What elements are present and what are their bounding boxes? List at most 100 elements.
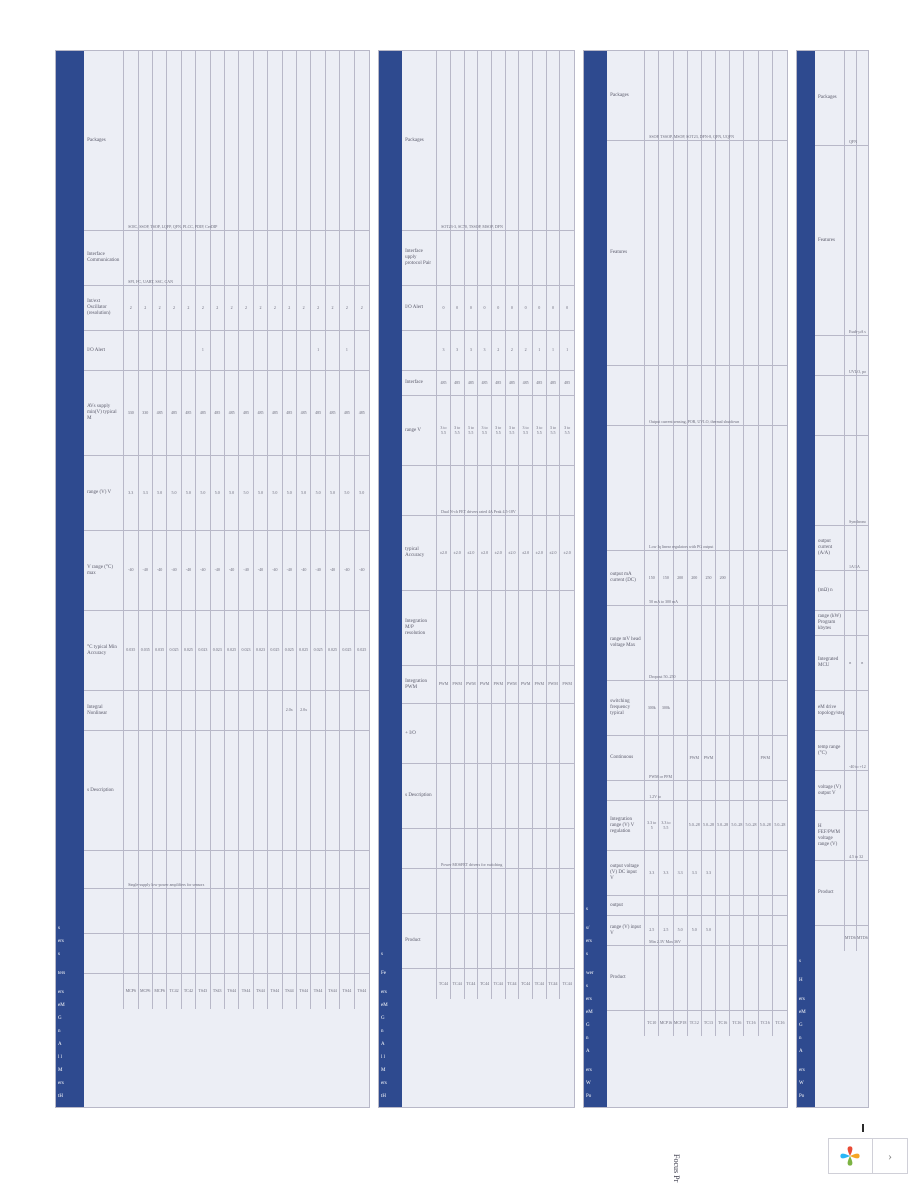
row-span-text: Power MOSFET drivers for switching bbox=[441, 862, 572, 867]
grid-cell: 3 to 5.5 bbox=[533, 396, 547, 465]
grid-cell: 200 bbox=[716, 551, 730, 605]
row-label: typical Accuracy bbox=[402, 516, 437, 590]
row-cells bbox=[645, 366, 787, 425]
grid-cell: 485 bbox=[311, 371, 325, 455]
grid-cell: 0.025 bbox=[283, 611, 297, 690]
grid-cell bbox=[857, 691, 869, 730]
grid-cell bbox=[845, 771, 857, 810]
grid-cell: ±2.0 bbox=[560, 516, 574, 590]
grid-cell bbox=[702, 426, 716, 550]
grid-cell bbox=[268, 731, 282, 850]
row-span-text: Single-supply low-power amplifiers for s… bbox=[128, 882, 367, 887]
grid-cell: 2 bbox=[182, 286, 196, 330]
grid-cell bbox=[759, 606, 773, 680]
grid-row: range (kW) Program kbytes bbox=[815, 611, 868, 636]
grid-cell bbox=[182, 691, 196, 730]
grid-cell: 0.025 bbox=[355, 611, 369, 690]
grid-cell: 485 bbox=[340, 371, 354, 455]
grid-cell bbox=[744, 736, 758, 780]
grid-cell bbox=[773, 946, 787, 1010]
grid-cell: 0 bbox=[519, 286, 533, 330]
grid-cell bbox=[326, 889, 340, 933]
grid-cell bbox=[283, 231, 297, 285]
grid-cell bbox=[211, 934, 225, 973]
grid-cell bbox=[167, 51, 181, 230]
sidebar-label: s bbox=[58, 951, 82, 958]
row-label bbox=[815, 436, 845, 525]
grid-cell bbox=[716, 736, 730, 780]
grid-cell bbox=[730, 426, 744, 550]
grid-cell: PWM bbox=[560, 666, 574, 703]
grid-cell bbox=[196, 934, 210, 973]
grid-cell bbox=[478, 764, 492, 828]
grid-cell bbox=[560, 704, 574, 763]
sidebar-label: tH bbox=[58, 1093, 82, 1100]
grid-cell bbox=[730, 736, 744, 780]
grid-cell: 1 bbox=[340, 331, 354, 370]
grid-cell bbox=[674, 736, 688, 780]
row-label: I/O Alert bbox=[84, 331, 124, 370]
grid-cell bbox=[311, 731, 325, 850]
grid-cell bbox=[759, 366, 773, 425]
pinwheel-icon bbox=[829, 1144, 872, 1168]
grid-row: switching frequency typical300k300k bbox=[607, 681, 787, 736]
grid-cell bbox=[744, 851, 758, 895]
grid-cell: 2 bbox=[506, 331, 520, 370]
grid-cell bbox=[730, 141, 744, 365]
row-cells bbox=[845, 771, 868, 810]
grid-cell bbox=[744, 426, 758, 550]
grid-row: Integrated MCUnn bbox=[815, 636, 868, 691]
grid-row: range V3 to 5.53 to 5.53 to 5.53 to 5.53… bbox=[402, 396, 574, 466]
row-cells: 3 to 5.53 to 5.53 to 5.53 to 5.53 to 5.5… bbox=[437, 396, 574, 465]
grid-cell bbox=[659, 51, 673, 140]
chevron-right-icon[interactable]: › bbox=[872, 1139, 907, 1173]
grid-cell bbox=[744, 896, 758, 915]
grid-cell: 5.0–28 bbox=[773, 801, 787, 850]
grid-row: Synchronous MOSFET drivers bbox=[815, 436, 868, 526]
grid-cell bbox=[547, 869, 561, 913]
grid-row: Features bbox=[607, 141, 787, 366]
sidebar-label: n bbox=[799, 1035, 813, 1042]
panel-grid: PackagesSSOP, TSSOP, MSOP, SOT23, DFN-8,… bbox=[607, 51, 787, 1107]
grid-cell bbox=[645, 426, 659, 550]
grid-cell: TS43 bbox=[196, 974, 210, 1009]
row-cells: ±2.0±2.0±2.0±2.0±2.0±2.0±2.0±2.0±2.0±2.0 bbox=[437, 516, 574, 590]
grid-cell: 5.0–28 bbox=[688, 801, 702, 850]
row-label: Packages bbox=[84, 51, 124, 230]
grid-cell: -40 bbox=[153, 531, 167, 610]
grid-cell: 2 bbox=[326, 286, 340, 330]
grid-cell bbox=[506, 591, 520, 665]
grid-cell: 200 bbox=[674, 551, 688, 605]
grid-cell: 2 bbox=[519, 331, 533, 370]
sidebar-label: ers bbox=[799, 1067, 813, 1074]
grid-cell bbox=[492, 869, 506, 913]
grid-row: °C typical Min Accuracy0.0350.0350.0350.… bbox=[84, 611, 369, 691]
grid-cell bbox=[857, 861, 869, 925]
grid-cell: -40 bbox=[283, 531, 297, 610]
grid-cell: PWM bbox=[519, 666, 533, 703]
grid-cell bbox=[716, 896, 730, 915]
grid-cell: TC42 bbox=[167, 974, 181, 1009]
grid-cell bbox=[268, 331, 282, 370]
row-label: range mV head voltage Max bbox=[607, 606, 645, 680]
grid-cell bbox=[437, 591, 451, 665]
grid-cell: TS44 bbox=[355, 974, 369, 1009]
grid-row: Product bbox=[815, 861, 868, 926]
grid-cell bbox=[437, 764, 451, 828]
grid-cell bbox=[688, 781, 702, 800]
row-cells: MCP6MCP6MCP6TC42TC42TS43TS43TS44TS44TS44… bbox=[124, 974, 369, 1009]
grid-cell: ±2.0 bbox=[478, 516, 492, 590]
grid-cell bbox=[139, 51, 153, 230]
grid-cell: ±2.0 bbox=[533, 516, 547, 590]
grid-cell: n bbox=[845, 636, 857, 690]
grid-cell bbox=[465, 466, 479, 515]
row-cells bbox=[437, 704, 574, 763]
grid-cell bbox=[659, 946, 673, 1010]
grid-cell: 2 bbox=[211, 286, 225, 330]
grid-cell: 485 bbox=[254, 371, 268, 455]
grid-row: output voltage (V) DC input V3.33.33.33.… bbox=[607, 851, 787, 896]
row-span-text: QFN bbox=[849, 139, 866, 144]
corner-widget: › bbox=[828, 1138, 908, 1174]
grid-cell: -40 bbox=[254, 531, 268, 610]
grid-cell bbox=[716, 51, 730, 140]
